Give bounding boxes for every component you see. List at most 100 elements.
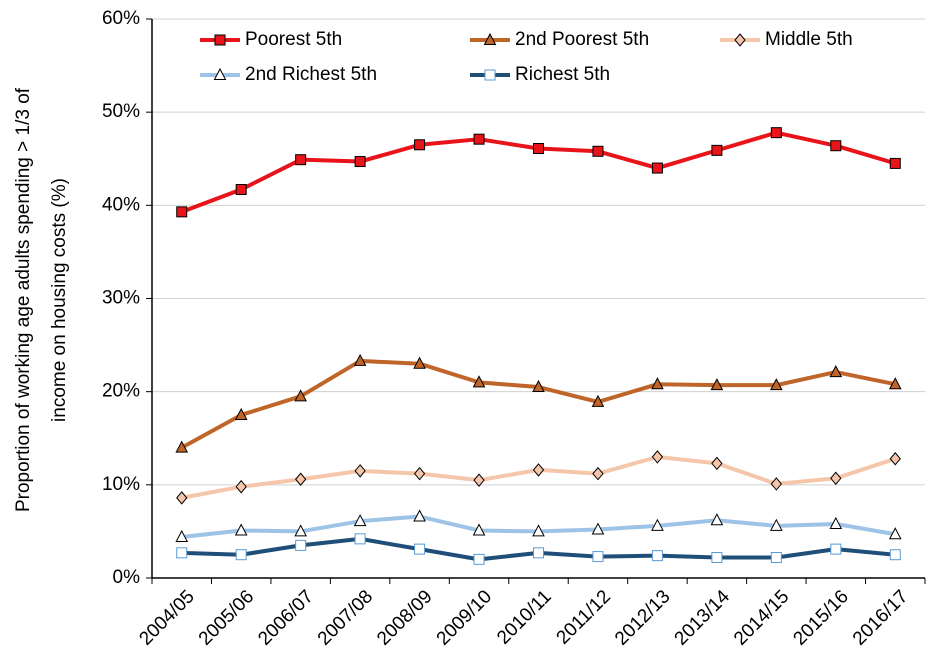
point-marker <box>353 353 367 366</box>
y-axis-label: income on housing costs (%) <box>49 178 70 422</box>
x-tick-label: 2016/17 <box>849 586 912 649</box>
point-marker <box>711 552 723 564</box>
point-marker <box>234 407 248 420</box>
point-marker <box>830 471 842 486</box>
point-marker <box>533 547 544 559</box>
point-marker <box>888 377 902 390</box>
point-marker <box>414 139 426 151</box>
point-marker <box>770 552 782 564</box>
point-marker <box>651 450 664 464</box>
x-tick-label: 2013/14 <box>671 586 735 650</box>
point-marker <box>413 466 426 481</box>
legend-label: Middle 5th <box>765 29 853 50</box>
y-tick-label: 50% <box>102 101 140 122</box>
point-marker <box>473 473 485 487</box>
legend-marker <box>213 67 227 80</box>
point-marker <box>235 479 247 494</box>
x-tick-label: 2011/12 <box>553 586 615 648</box>
point-marker <box>353 514 367 527</box>
point-marker <box>651 162 663 174</box>
point-marker <box>770 518 783 531</box>
point-marker <box>532 379 545 393</box>
point-marker <box>176 206 188 218</box>
point-marker <box>888 527 902 540</box>
point-marker <box>354 464 366 478</box>
x-tick-label: 2010/11 <box>493 586 555 648</box>
point-marker <box>473 133 485 145</box>
x-tick-label: 2015/16 <box>789 586 852 649</box>
x-tick-label: 2008/09 <box>373 586 436 649</box>
point-marker <box>235 183 247 195</box>
point-marker <box>591 522 605 535</box>
point-marker <box>532 524 545 537</box>
point-marker <box>235 549 247 561</box>
point-marker <box>710 378 724 391</box>
point-marker <box>354 156 366 168</box>
point-marker <box>829 365 843 378</box>
x-tick-label: 2009/10 <box>433 586 496 649</box>
x-tick-label: 2004/05 <box>135 586 198 649</box>
point-marker <box>294 524 307 537</box>
point-marker <box>830 543 842 555</box>
point-marker <box>176 491 188 505</box>
point-marker <box>770 378 783 391</box>
point-marker <box>175 440 189 453</box>
point-marker <box>651 518 664 531</box>
point-marker <box>413 356 426 369</box>
x-tick-label: 2007/08 <box>314 586 377 649</box>
point-marker <box>830 140 842 152</box>
y-axis-label: Proportion of working age adults spendin… <box>13 87 34 512</box>
point-marker <box>533 143 544 155</box>
x-tick-label: 2012/13 <box>611 586 674 649</box>
point-marker <box>295 154 307 166</box>
legend-label: 2nd Poorest 5th <box>515 29 649 50</box>
legend-label: Poorest 5th <box>245 29 342 50</box>
point-marker <box>889 451 901 466</box>
legend-marker <box>484 69 496 81</box>
y-tick-label: 20% <box>102 381 140 402</box>
y-tick-label: 60% <box>102 8 140 29</box>
x-tick-label: 2006/07 <box>254 586 317 649</box>
point-marker <box>295 472 307 487</box>
x-tick-label: 2005/06 <box>195 586 258 649</box>
point-marker <box>710 513 724 526</box>
point-marker <box>711 456 723 471</box>
point-marker <box>472 523 486 536</box>
point-marker <box>770 477 782 491</box>
point-marker <box>651 550 663 562</box>
point-marker <box>473 553 485 565</box>
point-marker <box>591 394 605 407</box>
point-marker <box>413 509 426 522</box>
y-tick-label: 10% <box>102 474 140 495</box>
point-marker <box>176 547 188 559</box>
point-marker <box>472 375 486 388</box>
point-marker <box>414 543 426 555</box>
point-marker <box>889 157 901 169</box>
point-marker <box>592 551 604 563</box>
point-marker <box>175 529 189 543</box>
point-marker <box>651 377 664 390</box>
y-tick-label: 0% <box>113 567 141 588</box>
legend-label: Richest 5th <box>515 64 610 85</box>
point-marker <box>889 549 901 561</box>
y-tick-label: 30% <box>102 288 140 309</box>
point-marker <box>592 145 604 157</box>
legend-marker <box>734 33 746 47</box>
legend-marker <box>483 32 497 45</box>
point-marker <box>354 533 366 545</box>
point-marker <box>295 539 307 551</box>
series-line <box>181 454 896 500</box>
series-line <box>180 358 896 450</box>
point-marker <box>770 127 782 139</box>
x-tick-label: 2014/15 <box>730 586 793 649</box>
y-tick-label: 40% <box>102 194 140 215</box>
point-marker <box>592 466 604 481</box>
legend-label: 2nd Richest 5th <box>245 64 377 85</box>
point-marker <box>234 523 248 536</box>
point-marker <box>711 144 723 156</box>
point-marker <box>294 389 307 402</box>
point-marker <box>829 516 843 529</box>
legend-marker <box>214 34 226 46</box>
point-marker <box>532 463 545 477</box>
